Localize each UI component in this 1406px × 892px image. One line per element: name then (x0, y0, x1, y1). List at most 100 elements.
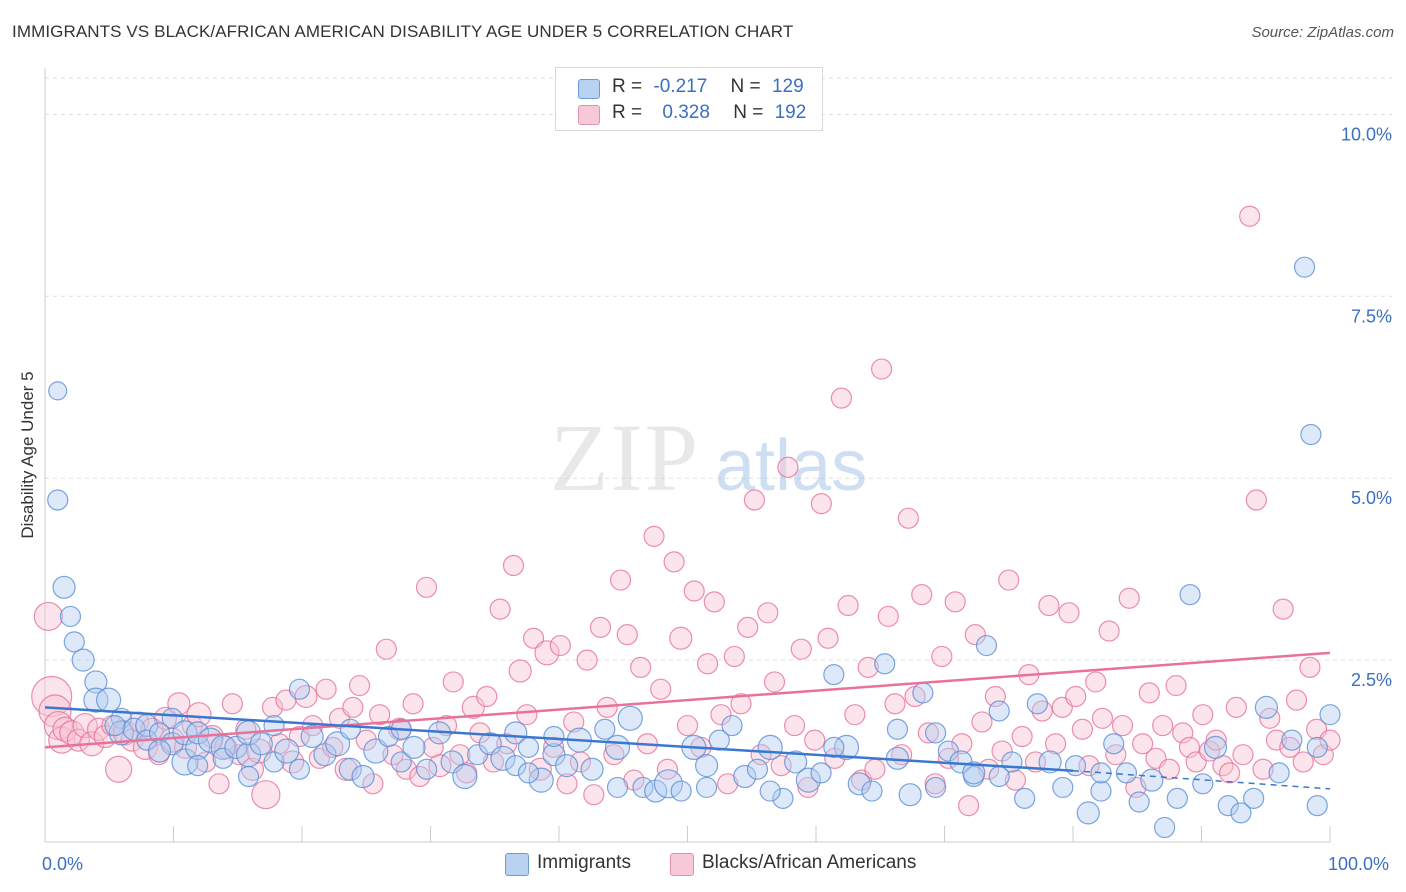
point-immigrants (452, 763, 478, 790)
point-immigrants (617, 705, 643, 731)
point-blacks (362, 773, 384, 795)
point-blacks (663, 551, 685, 573)
points-blue (47, 256, 1341, 839)
point-immigrants (63, 631, 85, 653)
point-immigrants (504, 721, 528, 745)
point-immigrants (1230, 802, 1252, 824)
point-blacks (549, 634, 571, 657)
point-immigrants (47, 489, 69, 511)
legend-r-label: R = (612, 76, 643, 97)
point-blacks (877, 605, 899, 628)
legend-r-label: R = (612, 102, 643, 123)
point-blacks (186, 702, 212, 728)
point-blacks (355, 729, 377, 751)
point-blacks (737, 616, 759, 638)
point-blacks (1011, 725, 1033, 748)
point-immigrants (325, 731, 351, 757)
point-blacks (476, 685, 498, 708)
point-blacks (884, 693, 906, 715)
point-blacks (33, 601, 63, 632)
point-blacks (583, 784, 605, 806)
point-immigrants (517, 736, 540, 759)
point-blacks (830, 387, 853, 409)
legend-n-value: 129 (771, 76, 804, 97)
point-blacks (31, 675, 73, 718)
point-immigrants (759, 780, 781, 802)
point-immigrants (823, 664, 845, 686)
point-immigrants (1140, 768, 1164, 792)
point-blacks (228, 744, 250, 766)
point-blacks (696, 653, 719, 675)
point-immigrants (402, 735, 426, 760)
point-blacks (1279, 736, 1301, 759)
source-label: Source: ZipAtlas.com (1251, 24, 1394, 41)
point-blacks (502, 554, 525, 577)
point-immigrants (300, 724, 324, 749)
point-immigrants (59, 605, 82, 628)
point-immigrants (263, 751, 285, 773)
point-immigrants (1306, 795, 1328, 817)
point-immigrants (988, 765, 1010, 788)
point-blacks (897, 507, 919, 529)
point-immigrants (517, 762, 540, 784)
point-blacks (703, 591, 725, 613)
point-immigrants (274, 738, 300, 764)
watermark-atlas: atlas (715, 426, 867, 506)
point-immigrants (104, 714, 126, 737)
point-immigrants (847, 772, 871, 796)
point-blacks (810, 493, 832, 515)
point-immigrants (670, 780, 692, 802)
point-blacks (1285, 689, 1308, 711)
point-immigrants (390, 751, 412, 773)
point-blacks (804, 729, 826, 751)
axes (44, 68, 1331, 843)
correlation-legend: R = -0.217 N = 129 R = 0.328 N = 192 (555, 67, 823, 131)
point-immigrants (1038, 750, 1062, 774)
point-blacks (208, 773, 230, 795)
point-immigrants (416, 758, 438, 780)
point-blacks (998, 569, 1020, 591)
point-blacks (1044, 733, 1067, 755)
point-immigrants (1243, 787, 1265, 809)
point-immigrants (1306, 736, 1328, 759)
point-immigrants (721, 714, 743, 737)
point-blacks (964, 624, 986, 646)
point-blacks (630, 656, 652, 678)
point-blacks (38, 694, 72, 728)
point-immigrants (288, 678, 311, 700)
point-blacks (1004, 769, 1027, 791)
point-blacks (676, 714, 699, 737)
point-immigrants (377, 725, 400, 748)
point-immigrants (288, 758, 311, 780)
point-immigrants (1052, 776, 1074, 799)
point-immigrants (898, 783, 922, 807)
point-immigrants (1090, 780, 1112, 802)
point-immigrants (1203, 735, 1228, 760)
point-blacks (1058, 602, 1080, 624)
point-immigrants (861, 780, 883, 802)
point-immigrants (912, 682, 934, 704)
point-immigrants (886, 718, 909, 740)
point-blacks (817, 627, 839, 649)
point-blacks (1225, 696, 1247, 718)
watermark: ZIP atlas (550, 404, 867, 511)
point-blacks (857, 656, 879, 678)
y-tick-label: 2.5% (1351, 670, 1392, 690)
point-blacks (917, 722, 940, 744)
point-immigrants (84, 670, 108, 694)
point-immigrants (237, 765, 260, 788)
point-immigrants (52, 575, 76, 599)
point-blacks (643, 525, 665, 548)
point-blacks (1319, 729, 1341, 751)
trend-line-blacks (44, 651, 1331, 749)
point-blacks (1245, 489, 1267, 511)
point-blacks (1272, 598, 1294, 620)
chart-title: IMMIGRANTS VS BLACK/AFRICAN AMERICAN DIS… (12, 22, 794, 41)
point-blacks (1265, 729, 1288, 751)
point-blacks (911, 584, 933, 606)
point-immigrants (1064, 754, 1087, 777)
point-blacks (516, 704, 538, 726)
y-tick-label: 10.0% (1341, 124, 1392, 144)
point-immigrants (171, 748, 199, 776)
